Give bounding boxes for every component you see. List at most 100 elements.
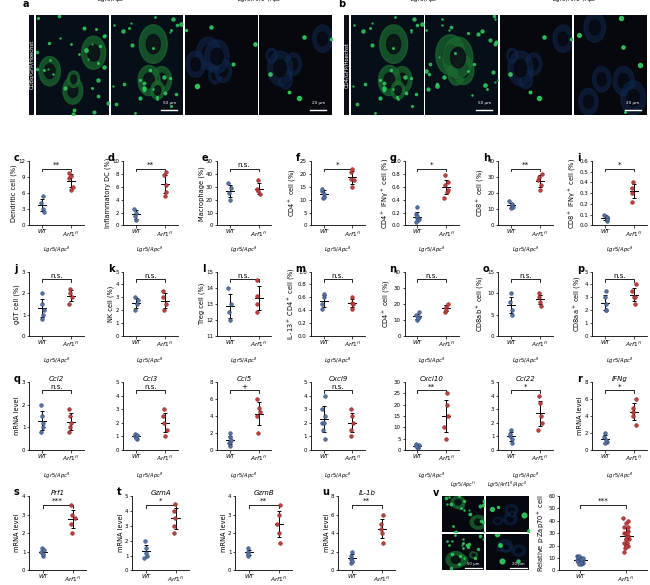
Point: [161, 187, 171, 197]
Point: [318, 418, 329, 428]
Point: [347, 298, 358, 307]
Point: [601, 216, 612, 226]
Polygon shape: [395, 86, 401, 95]
Polygon shape: [452, 68, 461, 80]
Text: n.s.: n.s.: [50, 273, 63, 278]
Point: [224, 307, 234, 316]
Point: [576, 555, 586, 564]
Point: [628, 411, 638, 421]
Text: n.s.: n.s.: [332, 273, 344, 278]
Polygon shape: [313, 25, 332, 52]
Polygon shape: [474, 518, 483, 526]
Point: [414, 441, 424, 450]
Point: [70, 514, 80, 523]
Polygon shape: [443, 45, 458, 65]
Text: $Lgr5/Apc^{fl}$: $Lgr5/Apc^{fl}$: [136, 470, 164, 481]
Point: [508, 202, 518, 212]
Polygon shape: [450, 495, 466, 509]
Point: [255, 190, 266, 199]
Polygon shape: [380, 25, 408, 63]
Polygon shape: [456, 503, 465, 510]
Point: [132, 431, 142, 440]
Point: [274, 528, 284, 538]
Point: [413, 216, 423, 225]
Point: [627, 178, 638, 187]
Polygon shape: [138, 66, 160, 95]
Point: [320, 435, 330, 444]
Point: [534, 391, 544, 400]
Text: k: k: [108, 264, 114, 274]
Polygon shape: [503, 513, 517, 525]
Point: [623, 541, 633, 550]
Point: [533, 425, 543, 434]
Polygon shape: [497, 546, 504, 552]
Polygon shape: [530, 58, 538, 70]
Title: IFNg: IFNg: [612, 376, 627, 382]
Polygon shape: [146, 35, 161, 54]
Text: e: e: [202, 153, 208, 163]
Point: [65, 411, 75, 421]
Point: [623, 516, 633, 525]
Polygon shape: [553, 25, 573, 52]
Point: [170, 514, 181, 523]
Polygon shape: [68, 84, 78, 97]
Point: [534, 288, 545, 298]
Point: [412, 211, 423, 221]
Point: [224, 188, 234, 198]
Point: [443, 177, 453, 186]
Point: [376, 519, 386, 529]
Point: [413, 312, 424, 321]
Point: [621, 535, 631, 544]
Polygon shape: [154, 86, 161, 95]
Text: CD4/GFP/Hoechst: CD4/GFP/Hoechst: [344, 42, 349, 88]
Point: [621, 531, 632, 541]
Title: Cxcl9: Cxcl9: [328, 376, 348, 382]
Point: [346, 547, 357, 556]
Point: [439, 194, 449, 203]
Point: [414, 214, 424, 223]
Point: [574, 551, 584, 560]
Polygon shape: [443, 37, 473, 78]
Y-axis label: CD4$^+$ IFNγ$^+$ cell (%): CD4$^+$ IFNγ$^+$ cell (%): [379, 157, 391, 229]
Y-axis label: mRNA level: mRNA level: [220, 514, 227, 552]
Text: $Lgr5/Apc^{fl}$: $Lgr5/Apc^{fl}$: [324, 356, 352, 366]
Polygon shape: [196, 37, 220, 70]
Polygon shape: [450, 555, 461, 564]
Point: [252, 185, 263, 194]
Point: [345, 425, 356, 434]
Polygon shape: [584, 12, 606, 42]
Text: $Lgr5/Apc^{fl}$: $Lgr5/Apc^{fl}$: [606, 470, 634, 481]
Polygon shape: [558, 32, 568, 46]
Text: CD44/GFP/Hoechst: CD44/GFP/Hoechst: [424, 495, 428, 534]
Text: $Lgr5/Apc^{fl}$: $Lgr5/Apc^{fl}$: [230, 245, 258, 255]
Polygon shape: [289, 58, 297, 70]
Polygon shape: [497, 539, 513, 553]
Polygon shape: [514, 60, 526, 77]
Point: [601, 305, 611, 315]
Point: [537, 418, 547, 428]
Point: [253, 428, 263, 438]
Point: [630, 420, 641, 429]
Point: [622, 538, 632, 548]
Point: [129, 205, 139, 214]
Point: [506, 288, 516, 298]
Point: [38, 191, 49, 201]
Y-axis label: Inflammatory DC (%): Inflammatory DC (%): [104, 158, 110, 228]
Y-axis label: mRNA level: mRNA level: [14, 397, 20, 435]
Point: [38, 305, 49, 315]
Point: [348, 299, 358, 308]
Text: +: +: [241, 384, 247, 390]
Text: ***: ***: [597, 498, 608, 504]
Text: 50 μm: 50 μm: [478, 101, 491, 105]
Polygon shape: [63, 77, 83, 104]
Polygon shape: [279, 70, 293, 89]
Polygon shape: [469, 551, 478, 559]
Text: $Lgr5/Arf1^{fl}/Apc^{fl}$: $Lgr5/Arf1^{fl}/Apc^{fl}$: [488, 479, 528, 490]
Point: [600, 428, 610, 438]
Text: n: n: [389, 264, 396, 274]
Polygon shape: [186, 51, 205, 77]
Point: [66, 171, 76, 181]
Point: [65, 284, 75, 294]
Point: [411, 209, 421, 218]
Point: [66, 418, 76, 428]
